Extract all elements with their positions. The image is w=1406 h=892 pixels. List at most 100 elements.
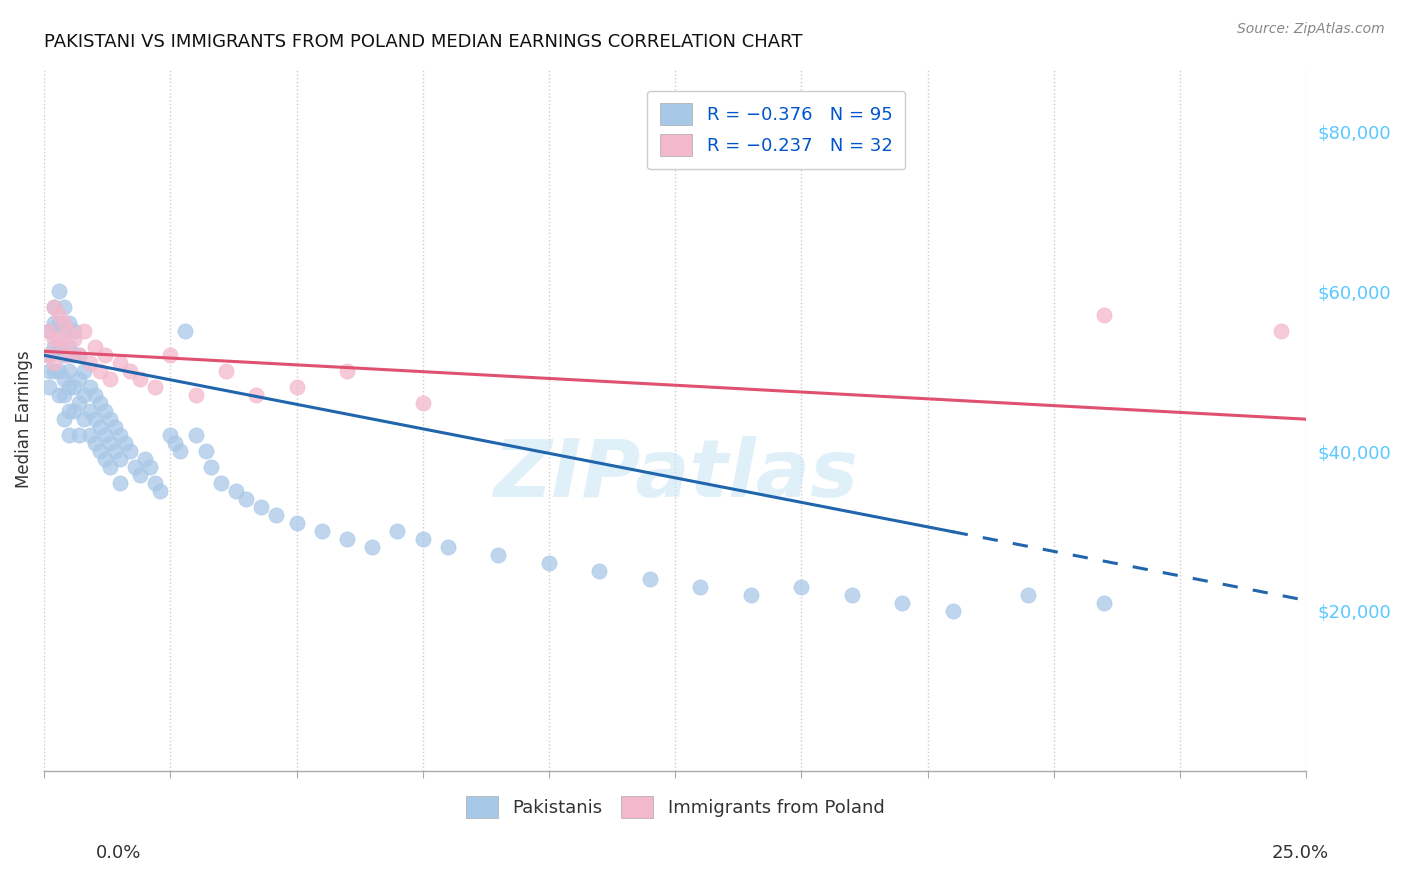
Point <box>129 468 152 483</box>
Point <box>412 532 434 546</box>
Point <box>108 428 131 442</box>
Point <box>93 452 115 467</box>
Point <box>200 460 222 475</box>
Point <box>114 436 136 450</box>
Point <box>740 588 762 602</box>
Point <box>93 348 115 362</box>
Point <box>48 316 70 330</box>
Point <box>79 380 101 394</box>
Point <box>69 348 91 362</box>
Point <box>83 340 105 354</box>
Text: ZIPatlas: ZIPatlas <box>492 436 858 515</box>
Point <box>108 476 131 491</box>
Point <box>73 388 96 402</box>
Point <box>215 364 238 378</box>
Point <box>83 412 105 426</box>
Point <box>412 396 434 410</box>
Point <box>285 516 308 530</box>
Point <box>38 364 60 378</box>
Point <box>58 324 80 338</box>
Point <box>44 332 66 346</box>
Point <box>387 524 409 538</box>
Point <box>69 428 91 442</box>
Point <box>638 572 661 586</box>
Point <box>841 588 863 602</box>
Point <box>44 301 66 315</box>
Text: 0.0%: 0.0% <box>96 844 141 862</box>
Point <box>159 348 181 362</box>
Point <box>83 436 105 450</box>
Point <box>1018 588 1040 602</box>
Point <box>129 372 152 386</box>
Point <box>98 412 121 426</box>
Point <box>266 508 288 522</box>
Point <box>104 444 127 458</box>
Point <box>58 340 80 354</box>
Point <box>942 604 965 618</box>
Point <box>89 420 111 434</box>
Point <box>93 428 115 442</box>
Point <box>48 332 70 346</box>
Text: PAKISTANI VS IMMIGRANTS FROM POLAND MEDIAN EARNINGS CORRELATION CHART: PAKISTANI VS IMMIGRANTS FROM POLAND MEDI… <box>44 33 803 51</box>
Point <box>63 380 86 394</box>
Point <box>38 324 60 338</box>
Point <box>790 580 813 594</box>
Point <box>98 436 121 450</box>
Point <box>58 364 80 378</box>
Point <box>124 460 146 475</box>
Point <box>63 324 86 338</box>
Point <box>184 388 207 402</box>
Point <box>58 316 80 330</box>
Point <box>143 476 166 491</box>
Point <box>139 460 162 475</box>
Point <box>184 428 207 442</box>
Point <box>63 332 86 346</box>
Point <box>53 324 76 338</box>
Point <box>98 372 121 386</box>
Point <box>336 532 359 546</box>
Legend: Pakistanis, Immigrants from Poland: Pakistanis, Immigrants from Poland <box>458 789 891 825</box>
Point <box>285 380 308 394</box>
Point <box>108 452 131 467</box>
Point <box>38 348 60 362</box>
Point <box>44 356 66 370</box>
Point <box>73 364 96 378</box>
Point <box>44 364 66 378</box>
Point <box>69 372 91 386</box>
Point <box>58 428 80 442</box>
Y-axis label: Median Earnings: Median Earnings <box>15 351 32 488</box>
Point <box>53 412 76 426</box>
Point <box>53 316 76 330</box>
Point <box>48 364 70 378</box>
Point <box>336 364 359 378</box>
Point <box>245 388 267 402</box>
Point <box>53 348 76 362</box>
Point <box>225 484 247 499</box>
Point <box>44 301 66 315</box>
Point <box>73 412 96 426</box>
Point <box>437 540 460 554</box>
Point <box>118 444 141 458</box>
Point <box>169 444 191 458</box>
Point <box>53 372 76 386</box>
Point <box>44 316 66 330</box>
Point <box>73 324 96 338</box>
Point <box>53 301 76 315</box>
Point <box>83 388 105 402</box>
Point <box>891 596 914 610</box>
Point <box>1092 309 1115 323</box>
Point <box>79 356 101 370</box>
Point <box>98 460 121 475</box>
Text: 25.0%: 25.0% <box>1271 844 1329 862</box>
Point <box>69 396 91 410</box>
Point <box>48 388 70 402</box>
Point <box>89 364 111 378</box>
Point <box>488 548 510 562</box>
Point <box>235 491 257 506</box>
Point <box>53 388 76 402</box>
Point <box>143 380 166 394</box>
Point <box>79 428 101 442</box>
Point <box>118 364 141 378</box>
Point <box>69 348 91 362</box>
Point <box>250 500 273 514</box>
